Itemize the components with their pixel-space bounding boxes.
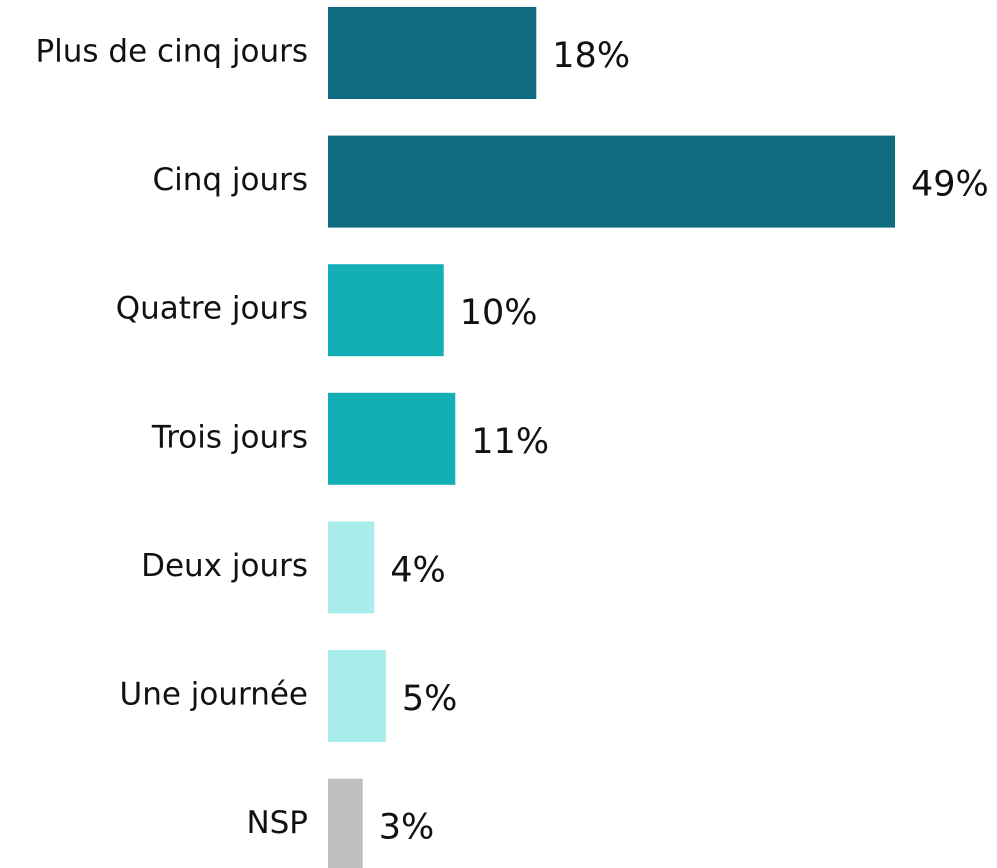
bar: [328, 7, 537, 99]
category-label: Deux jours: [141, 548, 308, 584]
value-label: 3%: [379, 808, 435, 848]
value-label: 11%: [471, 422, 549, 462]
bar: [328, 650, 386, 742]
category-label: NSP: [246, 805, 308, 841]
bar: [328, 135, 895, 228]
value-label: 5%: [402, 679, 458, 719]
bar: [328, 392, 456, 485]
category-label: Quatre jours: [116, 291, 308, 327]
value-label: 10%: [460, 293, 538, 333]
category-label: Cinq jours: [152, 162, 308, 198]
value-label: 49%: [911, 165, 989, 205]
value-label: 4%: [390, 550, 446, 590]
bar: [328, 264, 444, 357]
bar: [328, 521, 375, 614]
value-label: 18%: [552, 36, 630, 76]
category-label: Une journée: [120, 677, 308, 713]
bar: [328, 778, 363, 868]
category-label: Trois jours: [151, 419, 308, 455]
category-label: Plus de cinq jours: [35, 34, 308, 70]
